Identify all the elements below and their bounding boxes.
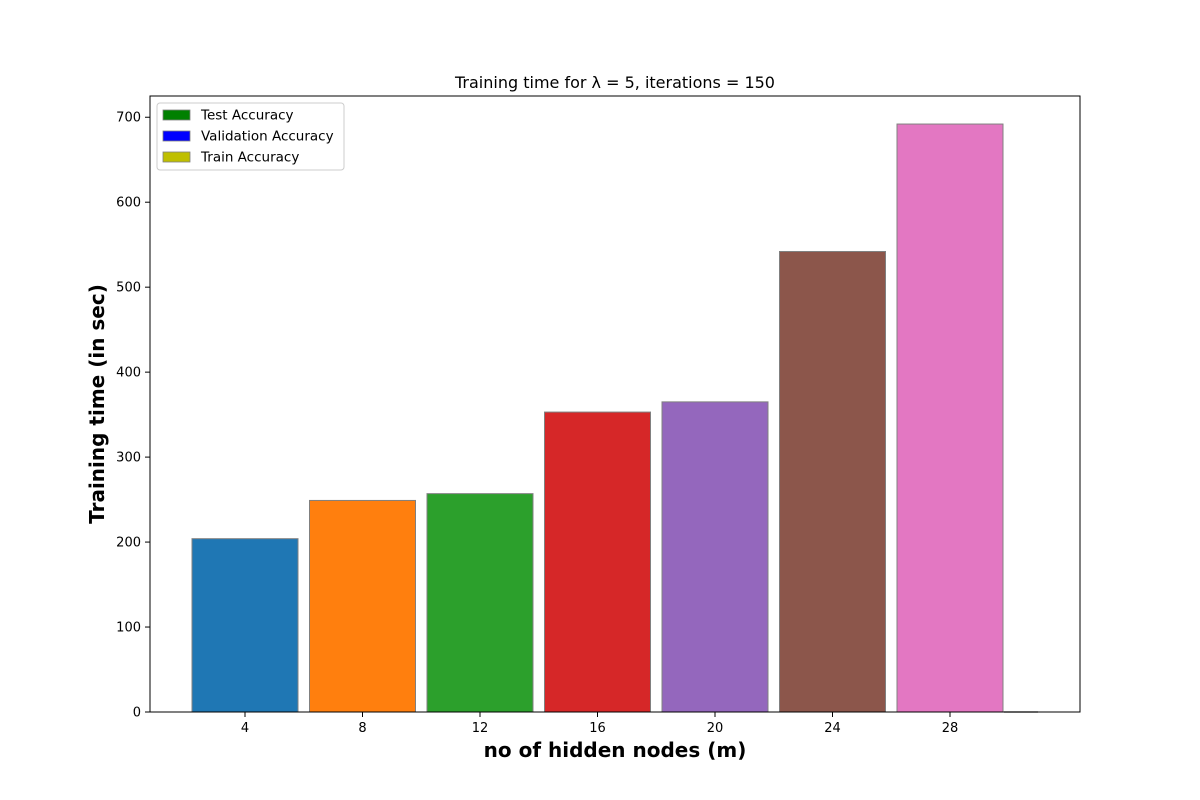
legend-swatch (162, 151, 191, 163)
bar-12 (426, 493, 534, 713)
y-axis-ticks: 0 100 200 300 400 500 600 700 (116, 111, 150, 721)
x-tick-label: 20 (707, 721, 724, 736)
plot-frame (149, 95, 1081, 713)
legend-items: Test Accuracy Validation Accuracy Train Ac… (162, 108, 334, 166)
bar-20 (661, 401, 769, 713)
y-tick-label: 300 (116, 451, 141, 466)
legend-frame (156, 102, 345, 171)
y-tick-label: 100 (116, 621, 141, 636)
x-tick-label: 8 (358, 721, 366, 736)
x-tick-label: 12 (472, 721, 489, 736)
legend-swatch (162, 109, 191, 121)
x-tick-label: 16 (589, 721, 606, 736)
y-axis-label: Training time (in sec) (85, 284, 109, 524)
y-tick-label: 0 (133, 706, 141, 721)
bar-8 (309, 499, 416, 713)
bar-4 (191, 538, 299, 713)
x-tick-label: 4 (241, 721, 249, 736)
y-tick-label: 600 (116, 196, 141, 211)
x-axis-ticks: 4 8 12 16 20 24 28 (241, 712, 958, 736)
legend-label: Validation Accuracy (201, 129, 334, 145)
bar-series (191, 123, 1004, 713)
chart-title: Training time for λ = 5, iterations = 15… (454, 73, 775, 92)
x-tick-label: 24 (824, 721, 841, 736)
y-tick-label: 400 (116, 366, 141, 381)
bar-24 (779, 250, 886, 713)
y-tick-label: 700 (116, 111, 141, 126)
legend-swatch (162, 130, 191, 142)
legend-label: Test Accuracy (200, 108, 294, 124)
x-tick-label: 28 (942, 721, 959, 736)
y-tick-label: 500 (116, 281, 141, 296)
x-axis-label: no of hidden nodes (m) (484, 738, 747, 762)
legend-label: Train Accuracy (200, 150, 299, 166)
legend: Test Accuracy Validation Accuracy Train Ac… (156, 102, 345, 171)
y-tick-label: 200 (116, 536, 141, 551)
bar-28 (896, 123, 1004, 713)
bar-16 (544, 411, 651, 713)
